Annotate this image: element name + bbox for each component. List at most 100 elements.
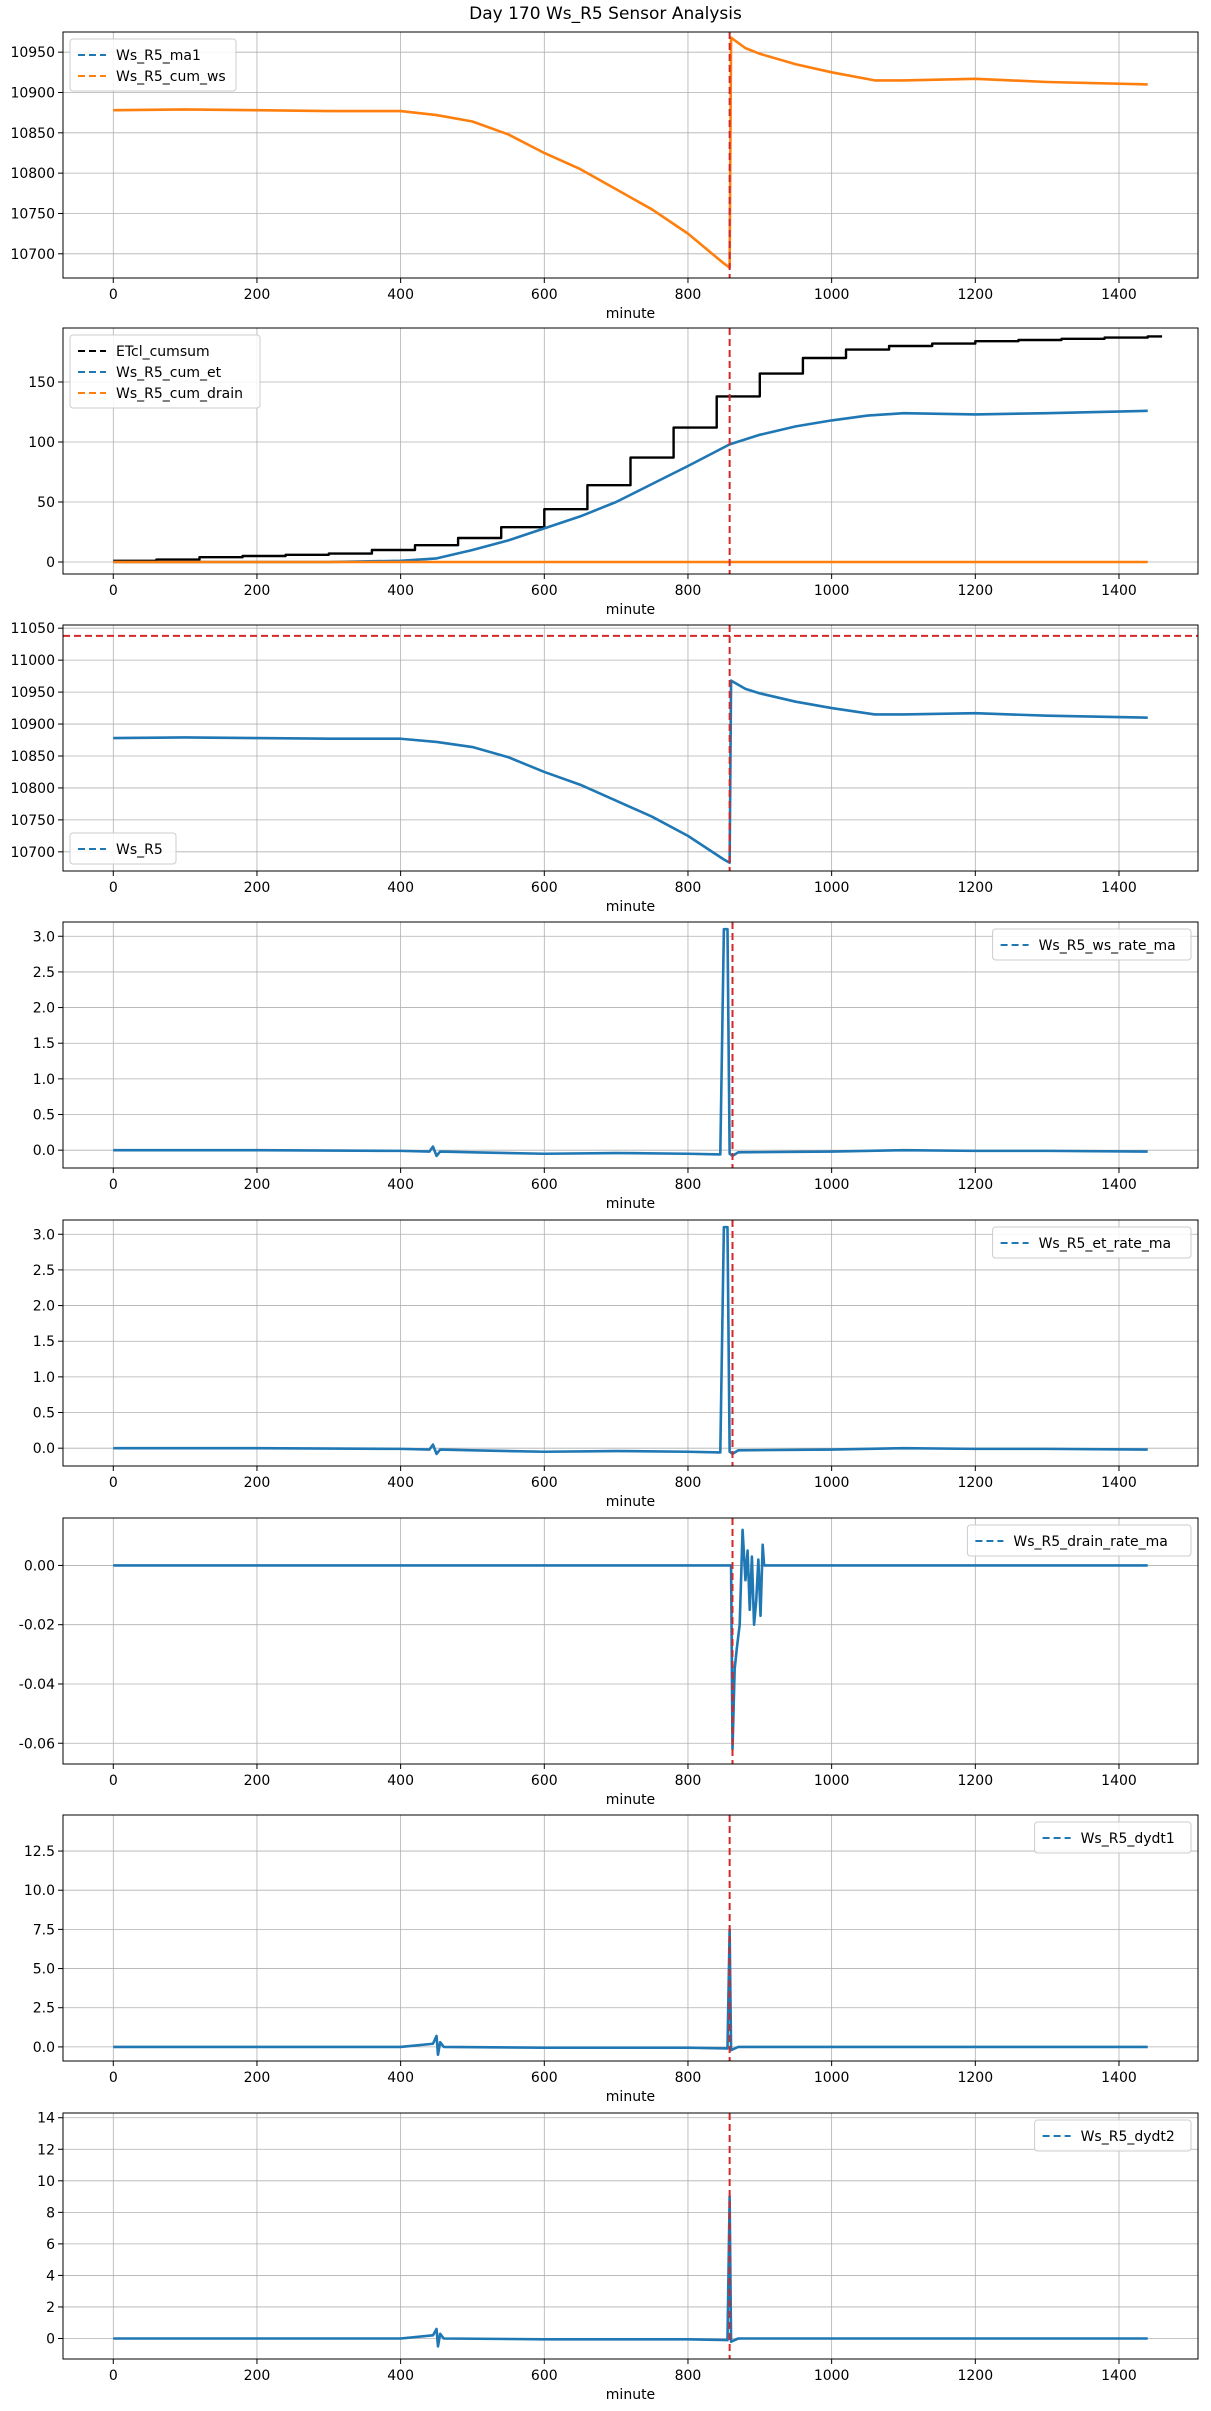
x-tick-label: 600	[531, 1177, 558, 1193]
axes-frame	[62, 624, 1199, 872]
legend-label: Ws_R5_cum_et	[116, 365, 222, 381]
series-line-Ws_R5_cum_et	[113, 409, 1148, 564]
x-tick-label: 800	[675, 1177, 702, 1193]
legend-label: ETcl_cumsum	[116, 344, 210, 360]
x-tick-label: 1400	[1101, 880, 1137, 896]
x-tick-label: 1000	[814, 1475, 850, 1491]
y-tick-label: 6	[46, 2237, 55, 2253]
x-tick-label: 1000	[814, 880, 850, 896]
legend-label: Ws_R5_ma1	[116, 48, 201, 64]
subplot-1: 0 200 400 600 800 1000 1200 1400 10700 10750 10800…	[10, 31, 1199, 322]
x-tick-label: 200	[244, 287, 271, 303]
y-tick-label: 3.0	[33, 929, 55, 945]
series-line-Ws_R5_cum_ws	[113, 36, 1148, 269]
plot-area	[113, 335, 1163, 564]
subplot-3: 0 200 400 600 800 1000 1200 1400 10700 10750 10800…	[10, 621, 1199, 915]
subplot-5: 0 200 400 600 800 1000 1200 1400 0.0 0.5 1.0 1.5 2.0…	[33, 1219, 1199, 1510]
x-tick-label: 0	[109, 1773, 118, 1789]
legend-label: Ws_R5_cum_ws	[116, 69, 226, 85]
y-tick-label: 5.0	[33, 1962, 55, 1978]
x-tick-label: 800	[675, 1475, 702, 1491]
x-tick-label: 0	[109, 287, 118, 303]
x-tick-label: 1400	[1101, 2368, 1137, 2384]
x-tick-label: 1000	[814, 2070, 850, 2086]
x-tick-label: 600	[531, 1773, 558, 1789]
legend-box	[69, 334, 261, 409]
axes-frame	[62, 1814, 1199, 2062]
y-tick-label: 0.00	[24, 1558, 55, 1574]
legend: Ws_R5_et_rate_ma	[992, 1226, 1192, 1259]
legend-box	[966, 1524, 1192, 1557]
y-tick-label: 14	[37, 2111, 55, 2127]
x-tick-label: 1200	[957, 1773, 993, 1789]
y-tick-label: 0.0	[33, 1143, 55, 1159]
x-tick-label: 800	[675, 583, 702, 599]
legend-label: Ws_R5_dydt1	[1081, 1831, 1175, 1847]
x-tick-label: 400	[387, 583, 414, 599]
x-tick-label: 0	[109, 1177, 118, 1193]
page-title: Day 170 Ws_R5 Sensor Analysis	[469, 4, 742, 24]
subplot-2: 0 200 400 600 800 1000 1200 1400 0 50 100 150 minute…	[28, 327, 1199, 618]
y-tick-label: 3.0	[33, 1227, 55, 1243]
plot-area	[113, 2195, 1148, 2348]
y-tick-label: 2	[46, 2300, 55, 2316]
axes-frame	[62, 2112, 1199, 2360]
legend-box	[992, 1226, 1192, 1259]
y-tick-label: 2.5	[33, 1263, 55, 1279]
x-tick-label: 600	[531, 287, 558, 303]
y-tick-label: 10900	[10, 717, 55, 733]
x-tick-label: 600	[531, 880, 558, 896]
grid	[63, 32, 1198, 278]
y-tick-label: 0.5	[33, 1406, 55, 1422]
x-tick-label: 400	[387, 287, 414, 303]
x-tick-label: 200	[244, 880, 271, 896]
y-tick-label: 2.0	[33, 1299, 55, 1315]
x-tick-label: 200	[244, 2368, 271, 2384]
y-tick-label: 150	[28, 375, 55, 391]
legend-label: Ws_R5_dydt2	[1081, 2129, 1175, 2145]
y-tick-label: 10700	[10, 247, 55, 263]
series-line-Ws_R5_dydt2	[113, 2195, 1148, 2348]
x-tick-label: 800	[675, 2070, 702, 2086]
series-line-ETcl_cumsum	[113, 335, 1163, 562]
x-tick-label: 800	[675, 287, 702, 303]
y-tick-label: 10950	[10, 685, 55, 701]
x-tick-label: 1200	[957, 1177, 993, 1193]
y-tick-label: 10700	[10, 845, 55, 861]
y-tick-label: 10750	[10, 813, 55, 829]
x-tick-label: 1400	[1101, 287, 1137, 303]
legend-box	[69, 38, 237, 92]
x-tick-label: 200	[244, 2070, 271, 2086]
x-tick-label: 1200	[957, 287, 993, 303]
y-tick-label: 10850	[10, 126, 55, 142]
x-axis-label: minute	[606, 2387, 655, 2403]
series-line-Ws_R5_ws_rate_ma	[113, 927, 1148, 1158]
x-tick-label: 600	[531, 2070, 558, 2086]
x-axis-label: minute	[606, 1196, 655, 1212]
x-tick-label: 1200	[957, 880, 993, 896]
y-tick-label: 0.5	[33, 1108, 55, 1124]
subplot-8: 0 200 400 600 800 1000 1200 1400 0 2 4 6 8 10 12 14 minu…	[37, 2111, 1199, 2403]
y-tick-label: -0.04	[19, 1677, 55, 1693]
axes-frame	[62, 31, 1199, 279]
x-tick-label: 1200	[957, 2070, 993, 2086]
x-tick-label: 600	[531, 2368, 558, 2384]
legend-box	[69, 832, 177, 865]
y-tick-label: 7.5	[33, 1922, 55, 1938]
y-tick-label: -0.02	[19, 1618, 55, 1634]
grid	[63, 625, 1198, 871]
axes-frame	[62, 1517, 1199, 1765]
x-tick-label: 800	[675, 1773, 702, 1789]
y-tick-label: 11050	[10, 621, 55, 637]
legend-box	[992, 928, 1192, 961]
x-axis-label: minute	[606, 899, 655, 915]
y-tick-label: 100	[28, 435, 55, 451]
grid	[63, 2113, 1198, 2359]
x-tick-label: 1000	[814, 1773, 850, 1789]
y-tick-label: 11000	[10, 653, 55, 669]
legend: Ws_R5_dydt1	[1034, 1821, 1192, 1854]
y-tick-label: 10750	[10, 206, 55, 222]
y-tick-label: 1.5	[33, 1334, 55, 1350]
x-tick-label: 0	[109, 583, 118, 599]
